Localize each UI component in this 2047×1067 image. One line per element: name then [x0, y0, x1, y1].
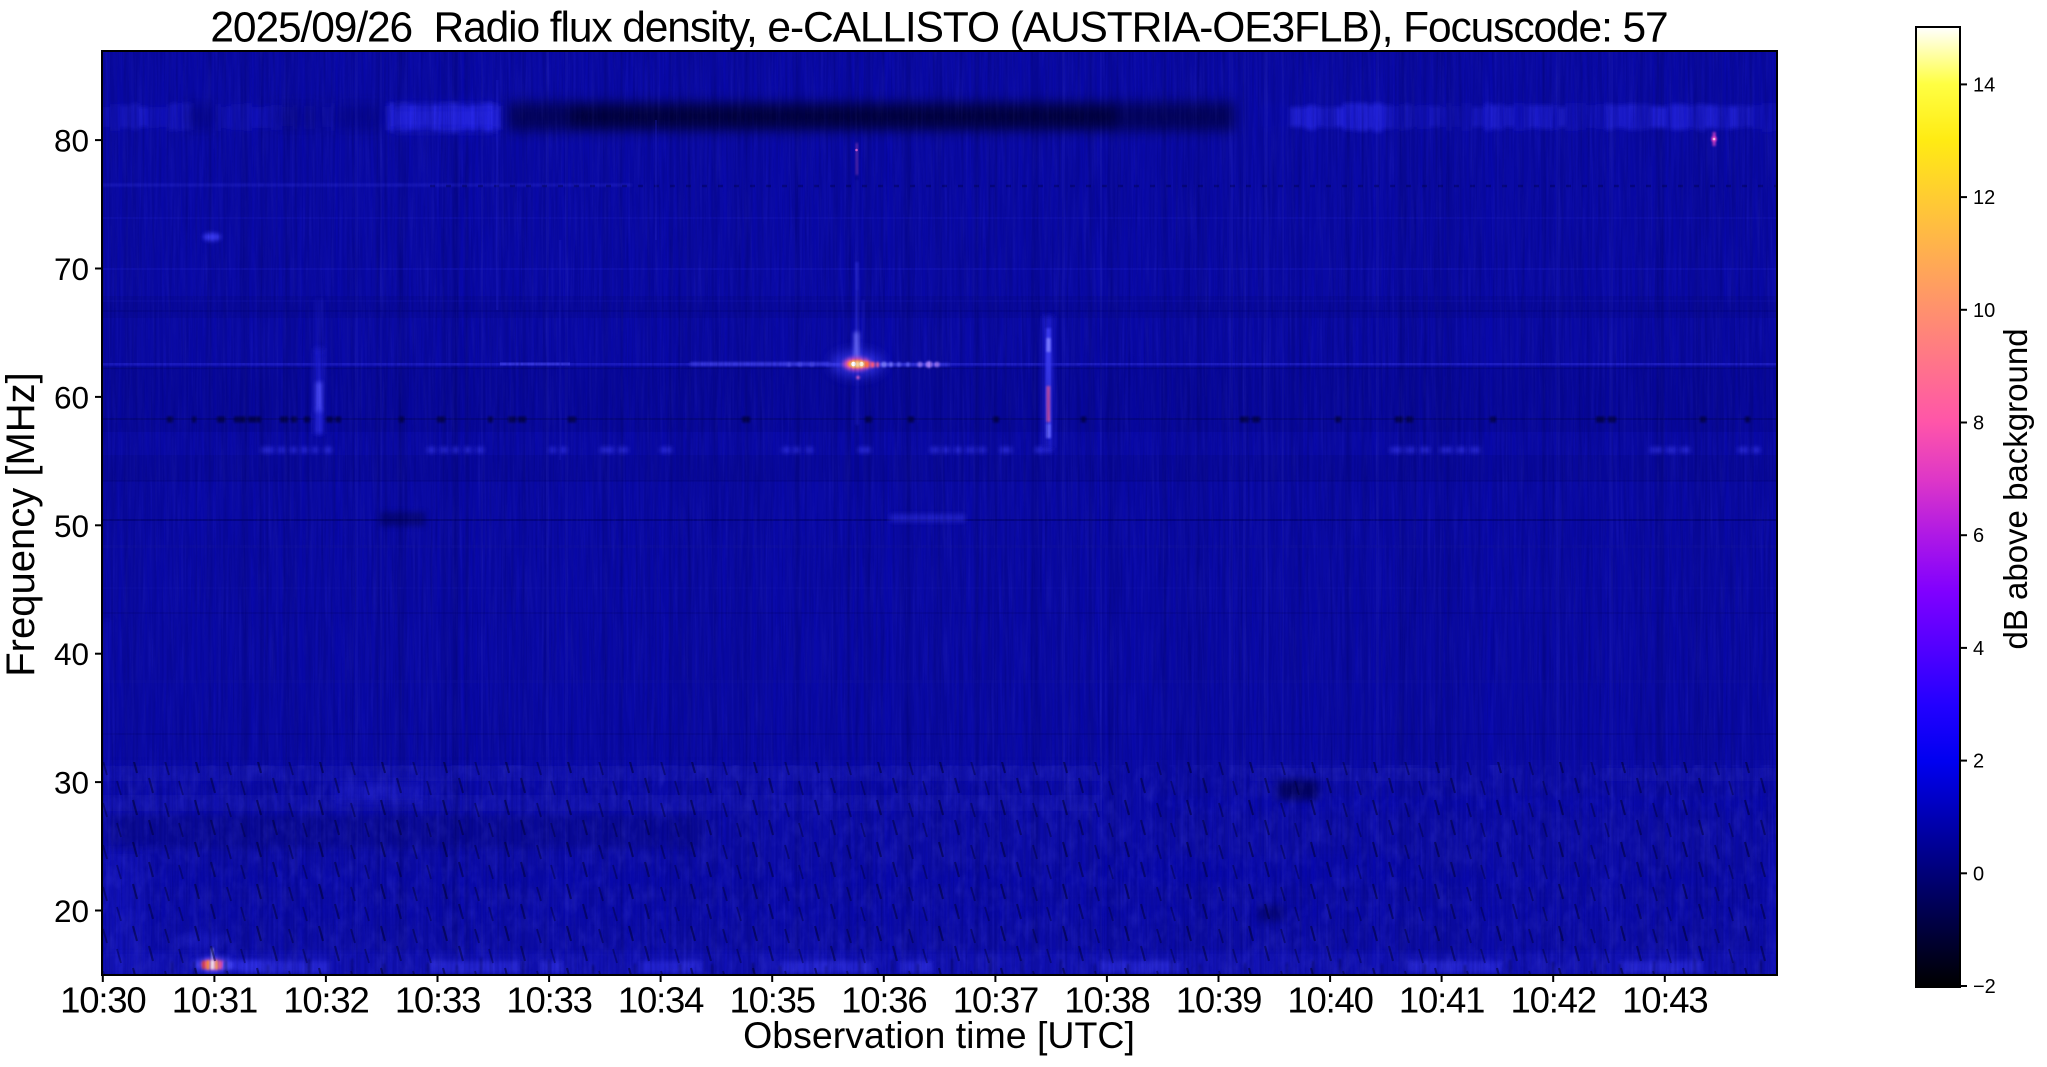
svg-text:8: 8 [1973, 413, 1984, 435]
svg-text:50: 50 [54, 508, 89, 544]
svg-text:−2: −2 [1973, 976, 1996, 998]
svg-text:10:34: 10:34 [618, 980, 704, 1021]
svg-text:2: 2 [1973, 751, 1984, 773]
svg-text:10:39: 10:39 [1176, 980, 1261, 1021]
svg-text:Observation time [UTC]: Observation time [UTC] [743, 1014, 1135, 1056]
svg-text:14: 14 [1973, 74, 1995, 96]
svg-text:10:31: 10:31 [172, 980, 257, 1021]
svg-text:dB above background: dB above background [1997, 328, 2034, 649]
svg-text:10:38: 10:38 [1064, 980, 1149, 1021]
svg-text:10:32: 10:32 [283, 980, 368, 1021]
svg-text:0: 0 [1973, 863, 1984, 885]
svg-text:4: 4 [1973, 638, 1984, 660]
svg-text:12: 12 [1973, 187, 1995, 209]
svg-text:10:36: 10:36 [841, 980, 926, 1021]
svg-text:10:33: 10:33 [506, 980, 591, 1021]
svg-text:70: 70 [54, 251, 89, 287]
svg-text:10: 10 [1973, 300, 1995, 322]
svg-text:Frequency [MHz]: Frequency [MHz] [0, 372, 43, 677]
svg-text:40: 40 [54, 636, 89, 672]
svg-text:10:42: 10:42 [1511, 980, 1596, 1021]
svg-text:10:41: 10:41 [1399, 980, 1484, 1021]
svg-text:10:37: 10:37 [953, 980, 1038, 1021]
svg-text:10:33: 10:33 [395, 980, 480, 1021]
svg-text:10:35: 10:35 [730, 980, 815, 1021]
svg-text:6: 6 [1973, 525, 1984, 547]
svg-text:60: 60 [54, 379, 89, 415]
svg-text:10:43: 10:43 [1622, 980, 1707, 1021]
svg-text:10:40: 10:40 [1287, 980, 1372, 1021]
svg-text:10:30: 10:30 [60, 980, 145, 1021]
svg-text:30: 30 [54, 765, 89, 801]
svg-text:2025/09/26 Radio flux density: 2025/09/26 Radio flux density, e-CALLIST… [210, 5, 1667, 52]
svg-text:80: 80 [54, 123, 89, 159]
svg-text:20: 20 [54, 893, 89, 929]
